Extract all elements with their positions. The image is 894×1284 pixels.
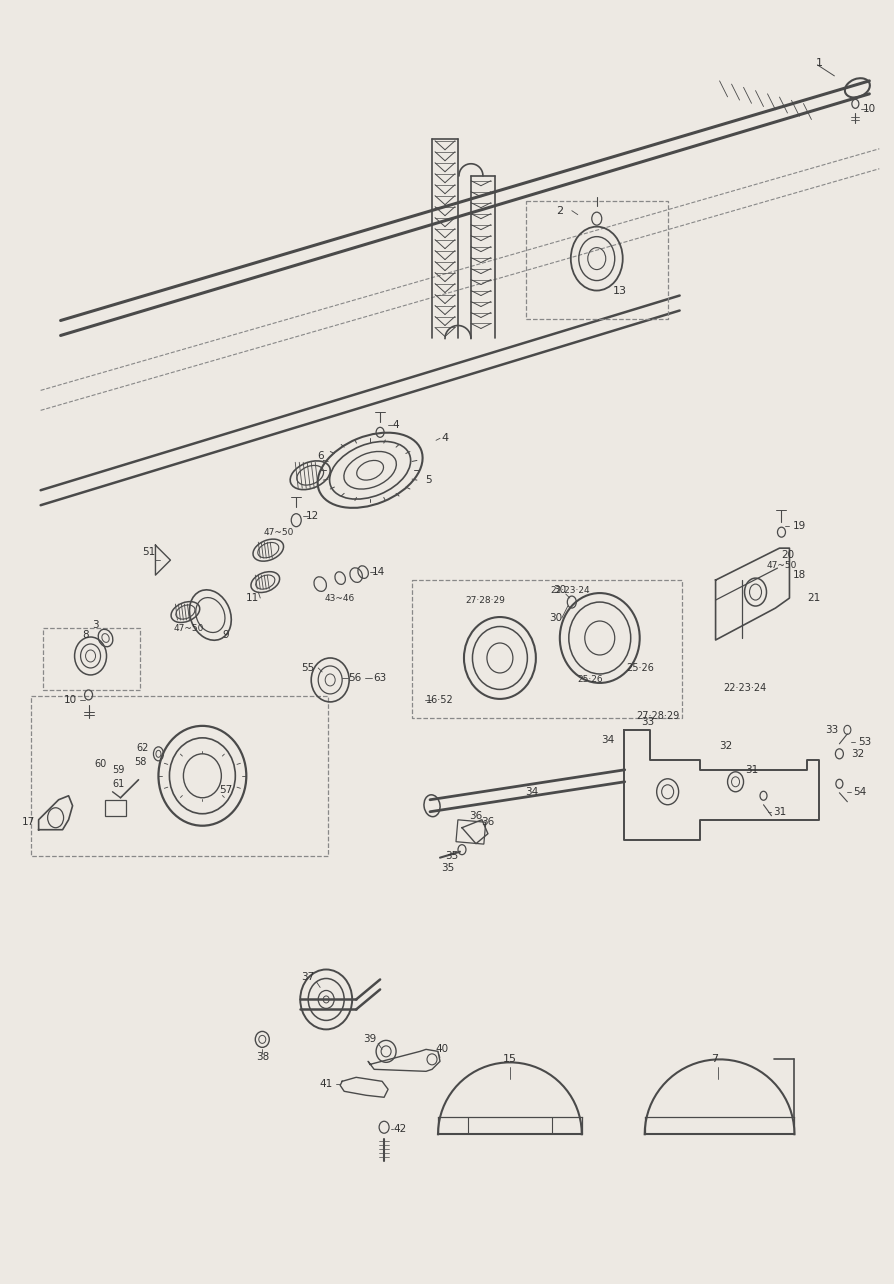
Text: 59: 59 [113,765,124,774]
Text: 14: 14 [372,568,384,577]
Text: 32: 32 [851,749,864,759]
Text: 43~46: 43~46 [325,593,355,602]
Text: 60: 60 [95,759,106,769]
Text: 25·26: 25·26 [577,675,603,684]
Text: 9: 9 [222,630,229,639]
Text: 32: 32 [719,741,732,751]
Text: 40: 40 [435,1044,449,1054]
Text: 6: 6 [316,451,324,461]
Text: 22·23·24: 22·23·24 [550,586,590,594]
Text: 11: 11 [246,593,259,603]
Text: 33: 33 [825,725,838,734]
Text: 53: 53 [857,737,871,747]
Text: 4: 4 [442,433,449,443]
Text: 35: 35 [442,863,455,873]
Text: 33: 33 [641,716,654,727]
Text: 38: 38 [256,1053,269,1062]
Text: 15: 15 [503,1054,517,1064]
Text: 2: 2 [556,205,563,216]
Text: 19: 19 [793,521,806,532]
Text: 27·28·29: 27·28·29 [465,596,505,605]
Text: 7: 7 [711,1054,718,1064]
Bar [456,819,485,844]
Text: 47~50: 47~50 [173,624,204,633]
Text: 63: 63 [374,673,387,683]
Text: 47~50: 47~50 [766,561,797,570]
Text: 8: 8 [82,630,89,639]
Bar [105,800,126,815]
Text: 31: 31 [772,806,786,817]
Text: 58: 58 [134,756,147,767]
Text: 35: 35 [445,851,459,860]
Text: 10: 10 [863,104,876,114]
Text: 5: 5 [425,475,431,485]
Text: 10: 10 [64,695,77,705]
Text: 34: 34 [601,734,614,745]
Text: 27·28·29: 27·28·29 [636,711,679,720]
Text: 56: 56 [349,673,362,683]
Text: 36: 36 [481,817,494,827]
Text: 25·26: 25·26 [626,663,654,673]
Text: 55: 55 [301,663,315,673]
Text: 1: 1 [816,58,822,68]
Text: 30: 30 [549,612,562,623]
Text: 20: 20 [780,550,794,560]
Text: 18: 18 [793,570,806,580]
Text: 41: 41 [319,1080,333,1089]
Text: 13: 13 [612,285,627,295]
Text: 12: 12 [306,511,319,521]
Text: 17: 17 [22,817,35,827]
Text: 61: 61 [113,779,124,788]
Text: 30: 30 [553,586,567,594]
Text: 54: 54 [853,787,866,797]
Text: 47~50: 47~50 [263,528,293,537]
Text: 22·23·24: 22·23·24 [723,683,766,693]
Text: 21: 21 [806,593,820,603]
Text: 42: 42 [393,1125,407,1134]
Text: 62: 62 [136,743,148,752]
Text: 3: 3 [92,620,99,630]
Text: 37: 37 [301,972,315,982]
Text: 36: 36 [469,810,483,820]
Text: 57: 57 [219,785,232,795]
Text: 16·52: 16·52 [426,695,454,705]
Text: 4: 4 [392,420,400,430]
Text: 39: 39 [364,1035,376,1044]
Text: 51: 51 [142,547,155,557]
Text: 34: 34 [526,787,538,797]
Text: 31: 31 [745,765,758,774]
